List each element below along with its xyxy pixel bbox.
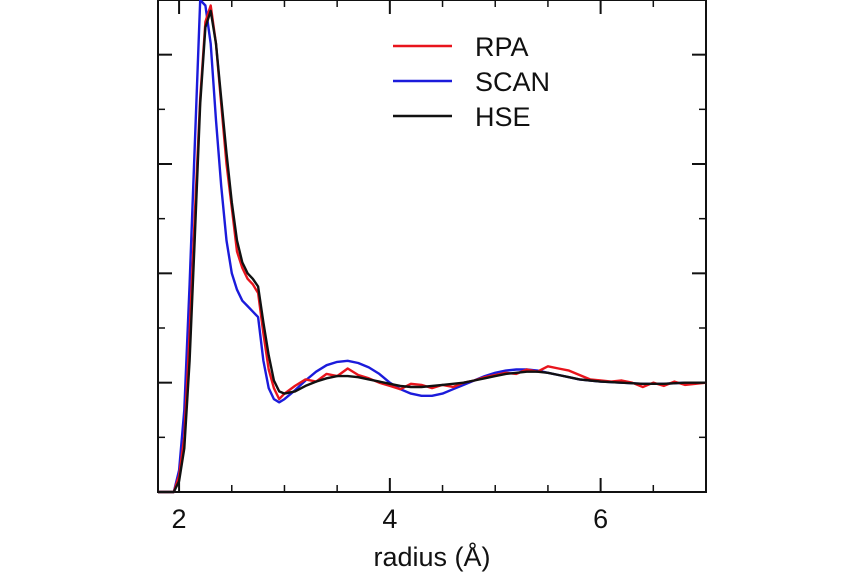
series-line-hse xyxy=(158,9,706,494)
legend-label-scan: SCAN xyxy=(475,67,550,97)
legend-label-hse: HSE xyxy=(475,102,531,132)
x-axis-label: radius (Å) xyxy=(373,541,490,572)
legend-label-rpa: RPA xyxy=(475,32,529,62)
series-lines xyxy=(158,0,707,494)
legend: RPA SCAN HSE xyxy=(393,32,550,132)
axis-ticks xyxy=(158,0,706,492)
x-tick-labels: 2 4 6 xyxy=(172,504,609,534)
series-line-scan xyxy=(158,0,706,494)
x-tick-label: 6 xyxy=(593,504,608,534)
x-tick-label: 2 xyxy=(172,504,187,534)
x-tick-label: 4 xyxy=(382,504,397,534)
plot-frame xyxy=(157,0,707,493)
